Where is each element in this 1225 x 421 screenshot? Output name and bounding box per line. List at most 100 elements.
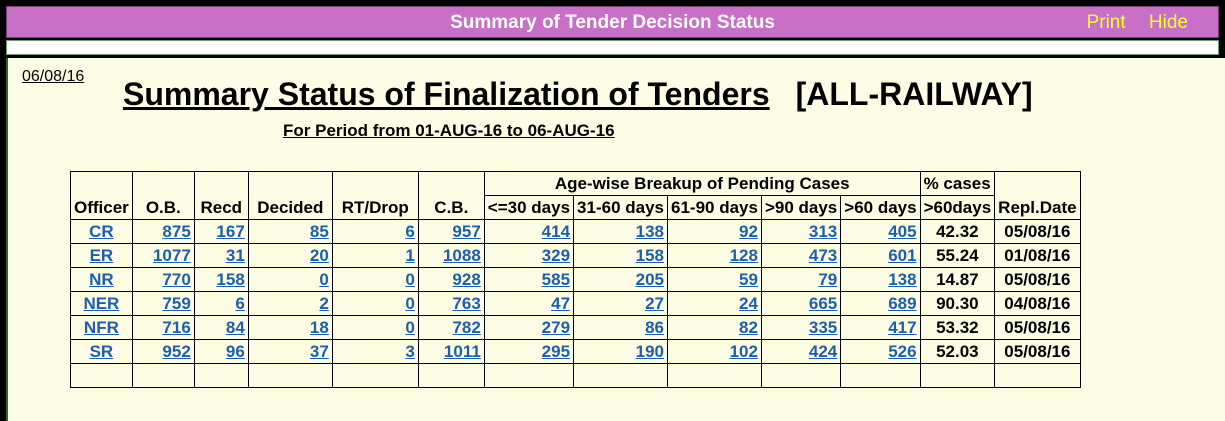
value-link[interactable]: 18 bbox=[309, 317, 329, 337]
table-row: SR 952 96 37 3 1011 295 190 102 424 526 52.03 05/08/… bbox=[70, 339, 1081, 364]
value-link[interactable]: 763 bbox=[452, 293, 481, 313]
table-cell: ER bbox=[70, 243, 133, 268]
table-cell: NER bbox=[70, 291, 133, 316]
value-link[interactable]: 85 bbox=[309, 221, 329, 241]
title-actions: Print Hide bbox=[1069, 12, 1188, 34]
value-link[interactable]: 27 bbox=[645, 293, 664, 313]
hide-link[interactable]: Hide bbox=[1148, 12, 1188, 33]
table-cell: 526 bbox=[840, 339, 921, 364]
table-cell bbox=[573, 363, 668, 388]
value-link[interactable]: 20 bbox=[309, 245, 329, 265]
value-link[interactable]: 689 bbox=[888, 293, 917, 313]
value-link[interactable]: 205 bbox=[635, 269, 664, 289]
table-cell bbox=[483, 363, 575, 388]
table-cell: 2 bbox=[247, 291, 333, 316]
table-row: NER 759 6 2 0 763 47 27 24 665 689 90.30 04/08/16 bbox=[70, 291, 1081, 316]
value-link[interactable]: 82 bbox=[739, 317, 758, 337]
value-link[interactable]: 473 bbox=[808, 245, 838, 265]
value-link[interactable]: 782 bbox=[452, 317, 481, 337]
table-cell: 759 bbox=[131, 291, 195, 316]
officer-link[interactable]: CR bbox=[89, 221, 114, 241]
value-link[interactable]: 0 bbox=[405, 293, 415, 313]
table-cell bbox=[331, 363, 419, 388]
value-link[interactable]: 6 bbox=[405, 221, 415, 241]
value-link[interactable]: 79 bbox=[818, 269, 838, 289]
value-link[interactable]: 84 bbox=[225, 317, 245, 337]
value-link[interactable]: 770 bbox=[162, 269, 191, 289]
table-cell: 167 bbox=[193, 219, 249, 244]
title-bar: Summary of Tender Decision Status Print … bbox=[6, 6, 1219, 38]
col-pct-top: % cases bbox=[919, 171, 996, 196]
table-cell: 1088 bbox=[417, 243, 485, 268]
value-link[interactable]: 138 bbox=[635, 221, 664, 241]
value-link[interactable]: 279 bbox=[541, 317, 571, 337]
value-link[interactable]: 952 bbox=[162, 341, 191, 361]
value-link[interactable]: 1077 bbox=[152, 245, 191, 265]
value-link[interactable]: 138 bbox=[888, 269, 917, 289]
table-row: ER 1077 31 20 1 1088 329 158 128 473 601 55.24 01/08… bbox=[70, 243, 1081, 268]
value-link[interactable]: 329 bbox=[541, 245, 571, 265]
table-cell: 424 bbox=[760, 339, 842, 364]
value-link[interactable]: 167 bbox=[216, 221, 245, 241]
table-cell: 01/08/16 bbox=[994, 243, 1081, 268]
table-cell bbox=[131, 363, 195, 388]
table-cell: 128 bbox=[667, 243, 762, 268]
officer-link[interactable]: SR bbox=[89, 341, 114, 361]
value-link[interactable]: 158 bbox=[216, 269, 245, 289]
value-link[interactable]: 1011 bbox=[443, 341, 481, 361]
value-link[interactable]: 1 bbox=[405, 245, 415, 265]
table-cell: 42.32 bbox=[919, 219, 996, 244]
value-link[interactable]: 158 bbox=[635, 245, 664, 265]
table-cell: 665 bbox=[760, 291, 842, 316]
value-link[interactable]: 875 bbox=[162, 221, 191, 241]
value-link[interactable]: 96 bbox=[225, 341, 245, 361]
table-cell: 04/08/16 bbox=[994, 291, 1081, 316]
value-link[interactable]: 601 bbox=[888, 245, 917, 265]
officer-link[interactable]: NR bbox=[89, 269, 114, 289]
value-link[interactable]: 665 bbox=[808, 293, 838, 313]
report-period: For Period from 01-AUG-16 to 06-AUG-16 bbox=[283, 121, 615, 140]
value-link[interactable]: 716 bbox=[162, 317, 191, 337]
value-link[interactable]: 2 bbox=[319, 293, 329, 313]
value-link[interactable]: 335 bbox=[808, 317, 838, 337]
value-link[interactable]: 957 bbox=[452, 221, 481, 241]
value-link[interactable]: 128 bbox=[729, 245, 758, 265]
value-link[interactable]: 0 bbox=[405, 317, 415, 337]
value-link[interactable]: 86 bbox=[645, 317, 664, 337]
value-link[interactable]: 31 bbox=[225, 245, 245, 265]
value-link[interactable]: 24 bbox=[739, 293, 758, 313]
value-link[interactable]: 313 bbox=[808, 221, 838, 241]
col-decided: Decided bbox=[247, 171, 333, 220]
value-link[interactable]: 92 bbox=[739, 221, 758, 241]
value-link[interactable]: 102 bbox=[729, 341, 758, 361]
col-age-61-90: 61-90 days bbox=[667, 195, 762, 220]
value-link[interactable]: 1088 bbox=[442, 245, 481, 265]
officer-link[interactable]: ER bbox=[89, 245, 114, 265]
value-link[interactable]: 190 bbox=[635, 341, 664, 361]
value-link[interactable]: 37 bbox=[309, 341, 329, 361]
value-link[interactable]: 59 bbox=[739, 269, 758, 289]
table-cell bbox=[417, 363, 485, 388]
value-link[interactable]: 47 bbox=[551, 293, 571, 313]
value-link[interactable]: 424 bbox=[808, 341, 838, 361]
value-link[interactable]: 6 bbox=[235, 293, 245, 313]
table-row: NR 770 158 0 0 928 585 205 59 79 138 14.87 05/08/16 bbox=[70, 267, 1081, 292]
value-link[interactable]: 405 bbox=[888, 221, 917, 241]
value-link[interactable]: 414 bbox=[541, 221, 571, 241]
value-link[interactable]: 526 bbox=[888, 341, 917, 361]
officer-link[interactable]: NER bbox=[83, 293, 120, 313]
value-link[interactable]: 0 bbox=[319, 269, 329, 289]
value-link[interactable]: 928 bbox=[452, 269, 481, 289]
value-link[interactable]: 295 bbox=[541, 341, 571, 361]
col-pct-bottom: >60days bbox=[919, 195, 996, 220]
table-cell: 92 bbox=[667, 219, 762, 244]
value-link[interactable]: 3 bbox=[405, 341, 415, 361]
table-cell: 96 bbox=[193, 339, 249, 364]
table-cell: 335 bbox=[760, 315, 842, 340]
value-link[interactable]: 0 bbox=[405, 269, 415, 289]
officer-link[interactable]: NFR bbox=[83, 317, 119, 337]
print-link[interactable]: Print bbox=[1086, 12, 1126, 33]
value-link[interactable]: 417 bbox=[888, 317, 917, 337]
value-link[interactable]: 585 bbox=[541, 269, 571, 289]
value-link[interactable]: 759 bbox=[162, 293, 191, 313]
